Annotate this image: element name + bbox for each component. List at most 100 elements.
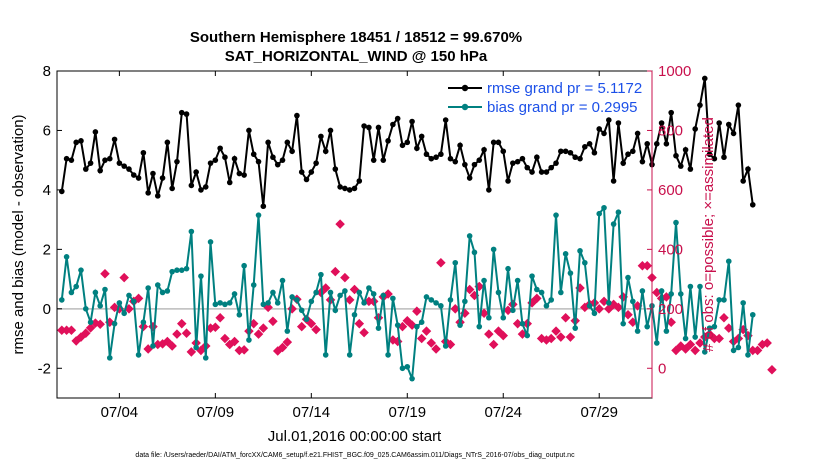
bias-point <box>279 277 286 284</box>
bias-point <box>466 233 473 239</box>
bias-point <box>337 292 343 299</box>
rmse-point <box>241 172 247 178</box>
bias-point <box>625 274 631 281</box>
y2-tick-label: 1000 <box>658 63 691 80</box>
rmse-point <box>653 141 660 147</box>
rmse-point <box>236 170 243 177</box>
rmse-point <box>495 139 502 146</box>
rmse-point <box>87 160 94 166</box>
rmse-point <box>97 167 103 174</box>
obs-assimilated-point <box>258 323 269 333</box>
bias-point <box>510 307 516 314</box>
chart-subtitle: SAT_HORIZONTAL_WIND @ 150 hPa <box>225 48 488 65</box>
bias-point <box>92 289 99 296</box>
rmse-point <box>476 157 483 163</box>
data-file-footer: data file: /Users/raeder/DAI/ATM_forcXX/… <box>135 452 575 459</box>
rmse-point <box>409 118 415 125</box>
rmse-point <box>404 139 411 146</box>
bias-point <box>255 212 262 218</box>
obs-assimilated-point <box>613 302 624 313</box>
obs-assimilated-point <box>344 295 355 305</box>
bias-point <box>615 209 622 216</box>
obs-assimilated-point <box>488 339 499 350</box>
rmse-point <box>150 170 156 177</box>
bias-point <box>322 352 329 358</box>
rmse-point <box>706 151 713 158</box>
obs-assimilated-point <box>421 326 432 336</box>
rmse-point <box>457 142 463 149</box>
obs-assimilated-point <box>109 302 120 313</box>
obs-assimilated-point <box>594 304 604 314</box>
obs-assimilated-point <box>340 272 350 283</box>
rmse-point <box>193 169 199 175</box>
rmse-point <box>394 115 401 122</box>
bias-point <box>682 335 689 342</box>
obs-assimilated-point <box>215 312 225 323</box>
obs-assimilated-point <box>436 257 446 268</box>
bias-point <box>586 303 593 309</box>
bias-point <box>226 300 233 306</box>
obs-assimilated-point <box>680 344 691 354</box>
rmse-point <box>486 187 492 193</box>
obs-assimilated-point <box>85 323 96 333</box>
obs-assimilated-point <box>167 341 177 351</box>
bias-point <box>687 283 694 290</box>
rmse-point <box>274 161 281 168</box>
rmse-point <box>270 154 276 161</box>
rmse-point <box>255 158 262 165</box>
obs-assimilated-point <box>354 318 365 329</box>
rmse-point <box>260 203 267 210</box>
rmse-point <box>663 141 670 147</box>
rmse-point <box>572 154 579 161</box>
obs-assimilated-point <box>551 326 561 336</box>
rmse-point <box>265 139 271 146</box>
rmse-point <box>692 126 698 132</box>
bias-point <box>558 289 564 296</box>
bias-point <box>610 221 617 227</box>
bias-point <box>356 289 363 296</box>
bias-point <box>735 344 742 351</box>
rmse-point <box>164 139 171 146</box>
x-tick-label: 07/24 <box>484 404 522 421</box>
bias-point <box>730 347 737 354</box>
rmse-point <box>183 111 190 117</box>
rmse-point <box>452 158 459 165</box>
rmse-point <box>116 160 123 166</box>
bias-point <box>505 265 511 272</box>
rmse-point <box>222 154 228 161</box>
obs-assimilated-point <box>556 332 566 342</box>
rmse-point <box>375 124 382 131</box>
bias-point <box>476 323 483 330</box>
obs-assimilated-point <box>416 333 427 344</box>
rmse-point <box>577 155 583 162</box>
rmse-point <box>169 185 175 192</box>
rmse-point <box>178 109 185 116</box>
rmse-point <box>749 201 756 208</box>
bias-point <box>106 355 113 361</box>
obs-assimilated-point <box>176 318 187 329</box>
rmse-point <box>366 124 372 131</box>
rmse-point <box>188 182 195 189</box>
rmse-point <box>356 178 363 184</box>
obs-assimilated-point <box>311 324 321 335</box>
bias-point <box>399 365 406 372</box>
chart-title: Southern Hemisphere 18451 / 18512 = 99.6… <box>190 29 522 46</box>
y2-axis-label: # of obs: o=possible; ×=assimilated <box>700 117 717 352</box>
obs-assimilated-point <box>359 327 369 338</box>
bias-point <box>265 300 271 306</box>
obs-assimilated-point <box>426 338 437 348</box>
bias-point <box>697 283 703 290</box>
rmse-point <box>524 164 531 171</box>
rmse-point <box>620 160 627 166</box>
rmse-point <box>529 169 535 175</box>
bias-point <box>524 332 531 339</box>
rmse-point <box>658 120 665 126</box>
y2-tick-label: 200 <box>658 301 683 318</box>
bias-point <box>414 323 420 330</box>
rmse-point <box>130 172 137 178</box>
bias-point <box>231 291 238 297</box>
bias-point <box>318 271 324 278</box>
obs-assimilated-point <box>560 312 571 323</box>
x-tick-label: 07/14 <box>293 404 331 421</box>
bias-point <box>534 286 540 293</box>
